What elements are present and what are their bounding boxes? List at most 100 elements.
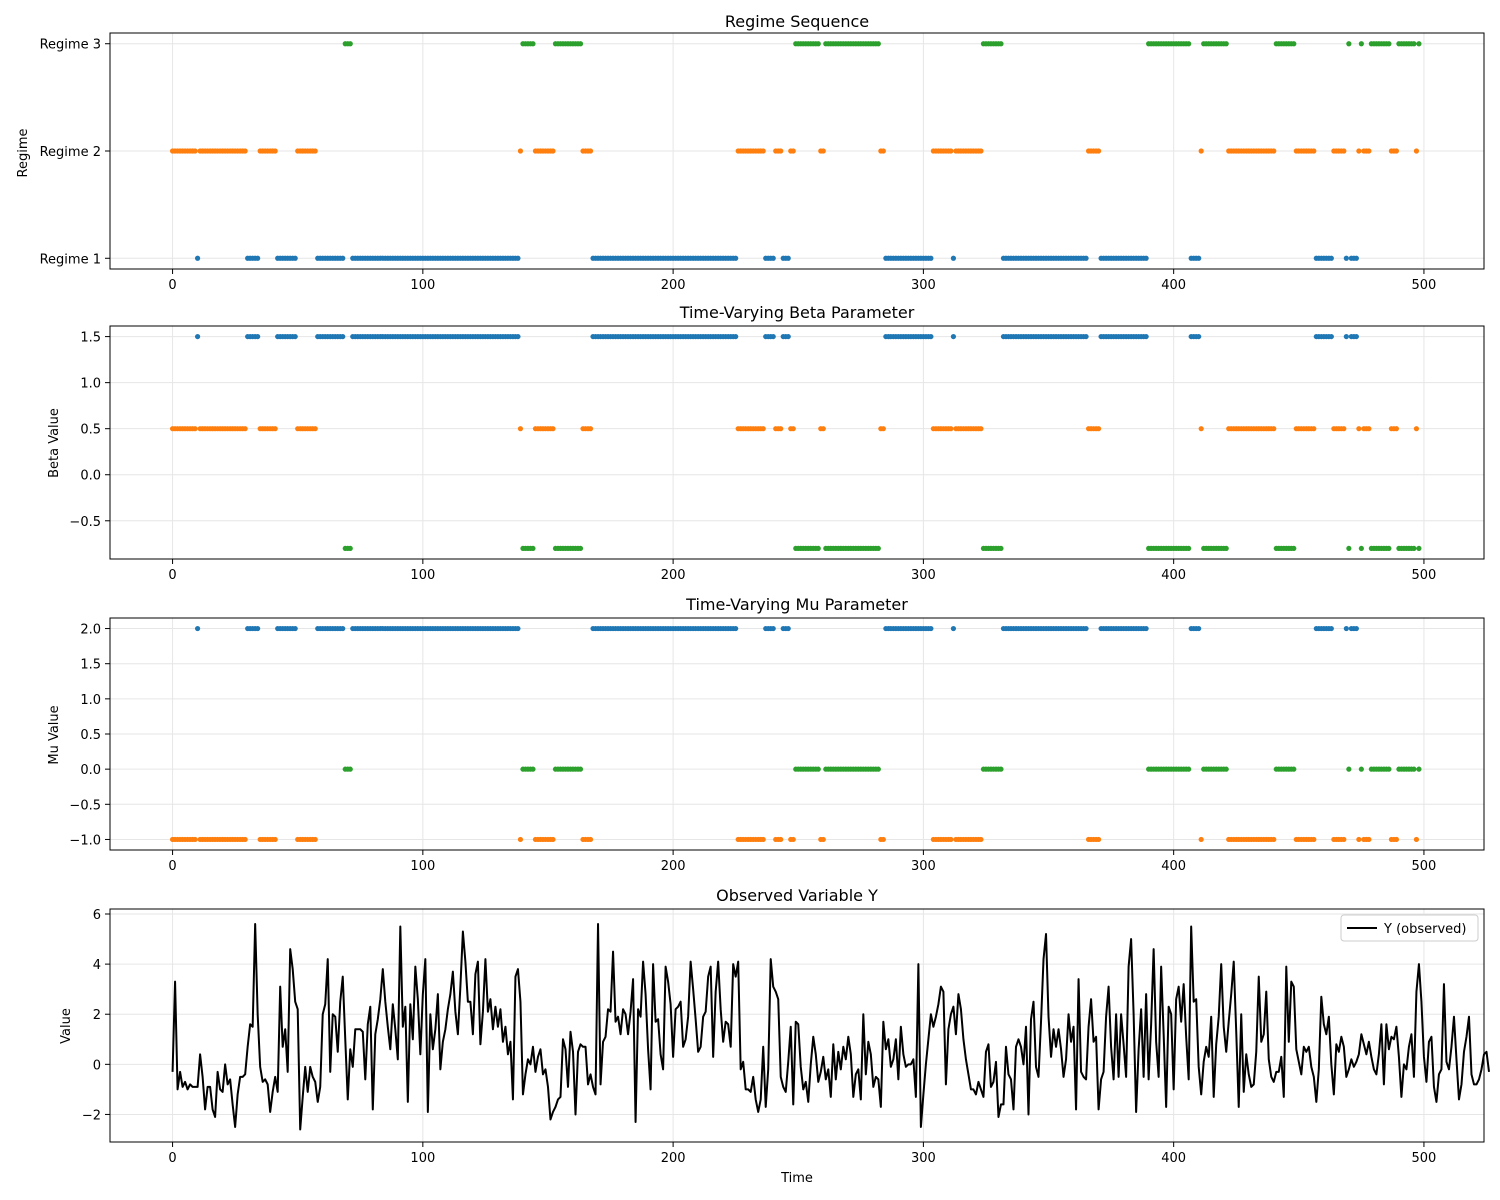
regime-point <box>340 255 346 261</box>
regime-point <box>1328 625 1334 632</box>
beta-plot-frame <box>109 325 1485 560</box>
regime-point <box>272 836 278 843</box>
regime-point <box>1196 255 1202 261</box>
regime-point <box>880 426 886 432</box>
regime-point <box>928 625 934 632</box>
regime-point <box>1343 625 1349 632</box>
panel-regime: Regime Sequence Regime 0 100 200 300 400 500 R… <box>16 12 1485 293</box>
observed-x-axis-label: Time <box>780 1171 813 1186</box>
x-tick-label: 200 <box>661 1151 686 1166</box>
regime-point <box>978 836 984 843</box>
x-tick-label: 0 <box>168 859 176 874</box>
panel-mu: Time-Varying Mu Parameter Mu Value 0 100 2… <box>47 595 1485 874</box>
regime-point <box>272 426 278 432</box>
regime-point <box>515 333 521 340</box>
regime-point <box>1186 545 1192 552</box>
regime-point <box>1341 836 1347 843</box>
regime-point <box>1083 625 1089 632</box>
regime-point <box>577 41 584 47</box>
regime-point <box>1358 41 1364 47</box>
regime-point <box>1186 766 1192 772</box>
regime-point <box>1291 766 1297 772</box>
regime-point <box>577 766 584 772</box>
regime-point <box>1413 836 1420 843</box>
y-tick-label: 1.0 <box>80 693 101 708</box>
regime-point <box>1393 836 1400 843</box>
regime-point <box>1416 545 1422 552</box>
regime-point <box>1143 625 1149 632</box>
y-tick-label: 0 <box>93 1058 101 1073</box>
regime-point <box>928 333 934 340</box>
regime-point <box>1095 148 1102 154</box>
regime-point <box>1386 766 1392 772</box>
regime-point <box>255 333 261 340</box>
regime-point <box>194 255 201 261</box>
regime-point <box>1198 148 1204 154</box>
regime-point <box>1095 836 1102 843</box>
y-tick-label: −0.5 <box>69 798 101 813</box>
regime-point <box>785 333 791 340</box>
regime-point <box>1416 766 1422 772</box>
regime-point <box>978 426 984 432</box>
regime-point <box>530 545 536 552</box>
regime-point <box>880 148 886 154</box>
mu-chart-title: Time-Varying Mu Parameter <box>685 595 908 614</box>
regime-y-axis-label: Regime <box>16 129 31 178</box>
regime-point <box>1358 545 1364 552</box>
x-tick-label: 200 <box>661 859 686 874</box>
x-tick-label: 0 <box>168 568 176 583</box>
regime-point <box>880 836 886 843</box>
regime-point <box>1346 41 1352 47</box>
regime-point <box>255 255 261 261</box>
y-tick-label: 2.0 <box>80 623 101 638</box>
regime-point <box>733 255 739 261</box>
regime-point <box>1343 255 1349 261</box>
regime-point <box>517 836 524 843</box>
regime-point <box>1291 545 1297 552</box>
x-tick-label: 0 <box>168 278 176 293</box>
mu-y-axis-label: Mu Value <box>47 705 62 764</box>
regime-point <box>517 426 524 432</box>
regime-point <box>312 836 318 843</box>
regime-point <box>1083 333 1089 340</box>
regime-point <box>1223 545 1229 552</box>
regime-point <box>1366 148 1372 154</box>
regime-point <box>948 148 954 154</box>
regime-point <box>785 255 791 261</box>
observed-y-axis-label: Value <box>59 1008 74 1044</box>
regime-point <box>1356 426 1362 432</box>
regime-point <box>1411 41 1417 47</box>
regime-point <box>1366 426 1372 432</box>
y-tick-label: −0.5 <box>69 515 101 530</box>
regime-point <box>1353 333 1359 340</box>
x-tick-label: 100 <box>410 568 435 583</box>
regime-point <box>770 255 776 261</box>
regime-point <box>587 148 594 154</box>
y-tick-label: 2 <box>93 1008 101 1023</box>
regime-point <box>1196 333 1202 340</box>
x-tick-label: 400 <box>1161 859 1186 874</box>
regime-point <box>1311 426 1317 432</box>
regime-point <box>1223 41 1229 47</box>
regime-point <box>733 625 739 632</box>
regime-point <box>820 426 826 432</box>
regime-point <box>530 41 536 47</box>
regime-point <box>998 545 1004 552</box>
regime-point <box>292 333 298 340</box>
regime-point <box>1095 426 1102 432</box>
regime-point <box>194 625 201 632</box>
regime-point <box>242 426 248 432</box>
regime-point <box>517 148 524 154</box>
regime-point <box>948 426 954 432</box>
y-tick-label: −2 <box>82 1108 101 1123</box>
regime-point <box>978 148 984 154</box>
regime-point <box>1346 545 1352 552</box>
regime-point <box>1411 766 1417 772</box>
beta-chart-title: Time-Varying Beta Parameter <box>679 303 915 322</box>
panel-observed: Observed Variable Y Value Time 0 100 200 30… <box>59 886 1491 1186</box>
regime-point <box>312 426 318 432</box>
regime-point <box>255 625 261 632</box>
regime-point <box>1186 41 1192 47</box>
y-tick-label: 0.5 <box>80 728 101 743</box>
